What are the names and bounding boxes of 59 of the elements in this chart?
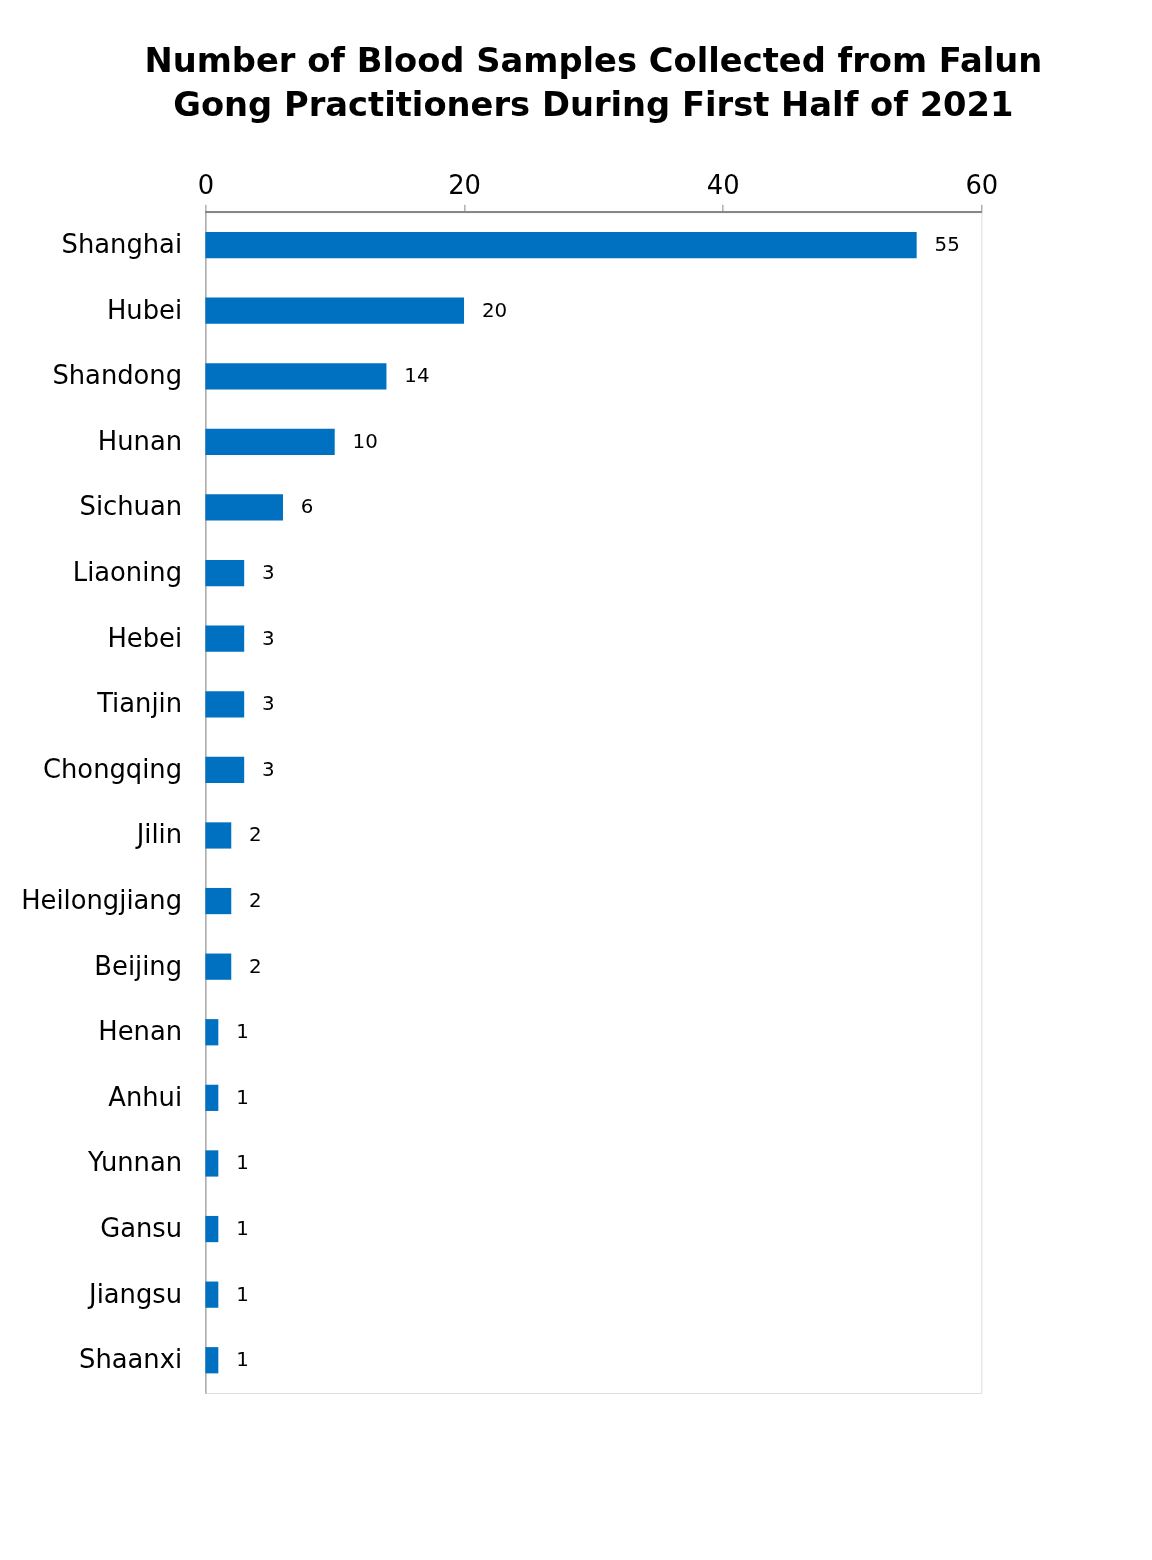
data-label: 2 [249,823,262,847]
data-label: 1 [236,1085,249,1109]
y-tick-label: Chongqing [43,753,183,784]
data-label: 1 [236,1348,249,1372]
bar [205,1281,219,1308]
y-tick-label: Henan [98,1016,183,1047]
y-tick-label: Liaoning [72,557,183,587]
bar [205,494,283,521]
bar [205,1019,219,1046]
y-tick-label: Anhui [108,1081,183,1112]
bar [205,1347,219,1374]
data-label: 3 [262,692,275,716]
data-label: 6 [300,495,314,519]
x-tick-label: 40 [706,169,740,200]
data-label: 1 [236,1020,249,1044]
data-label: 3 [262,561,275,585]
bar [205,691,245,718]
data-label: 20 [481,298,508,322]
bar [205,1215,219,1243]
chart-title: Number of Blood Samples Collected from Falun Gong Practitioners During First Half of 2021 [144,41,1043,125]
y-tick-label: Hebei [107,622,183,653]
data-label: 10 [352,429,378,453]
bar [205,1150,219,1177]
data-label: 1 [236,1282,249,1306]
y-tick-label: Sichuan [79,491,183,522]
y-tick-label: Hunan [97,425,183,456]
bar [205,1084,219,1111]
bar [205,231,917,259]
x-tick-label: 60 [965,169,999,200]
data-label: 55 [934,233,960,257]
y-tick-label: Shaanxi [79,1344,183,1375]
data-label: 2 [249,954,262,978]
bar [205,756,245,783]
data-label: 2 [249,889,262,913]
data-label: 1 [236,1151,249,1175]
x-tick-label: 20 [448,169,481,200]
bar [205,428,335,455]
y-tick-label: Hubei [106,294,183,325]
y-tick-label: Heilongjiang [21,884,183,915]
y-tick-label: Jiangsu [87,1278,183,1309]
bar [205,625,245,652]
y-tick-label: Yunnan [87,1147,183,1178]
bar [205,887,232,915]
y-tick-label: Shanghai [61,229,183,260]
data-label: 14 [404,364,430,388]
bar [205,953,232,980]
x-tick-label: 0 [197,169,215,200]
bar [205,363,387,390]
data-label: 1 [236,1217,249,1240]
bar [205,559,245,587]
data-label: 3 [262,757,275,781]
y-tick-label: Shandong [52,360,183,391]
y-tick-label: Gansu [100,1212,183,1243]
y-tick-label: Jilin [134,819,183,850]
data-label: 3 [262,626,275,650]
y-tick-label: Beijing [94,950,183,981]
bar [205,822,232,849]
bar [205,297,465,324]
y-tick-label: Tianjin [96,688,183,719]
